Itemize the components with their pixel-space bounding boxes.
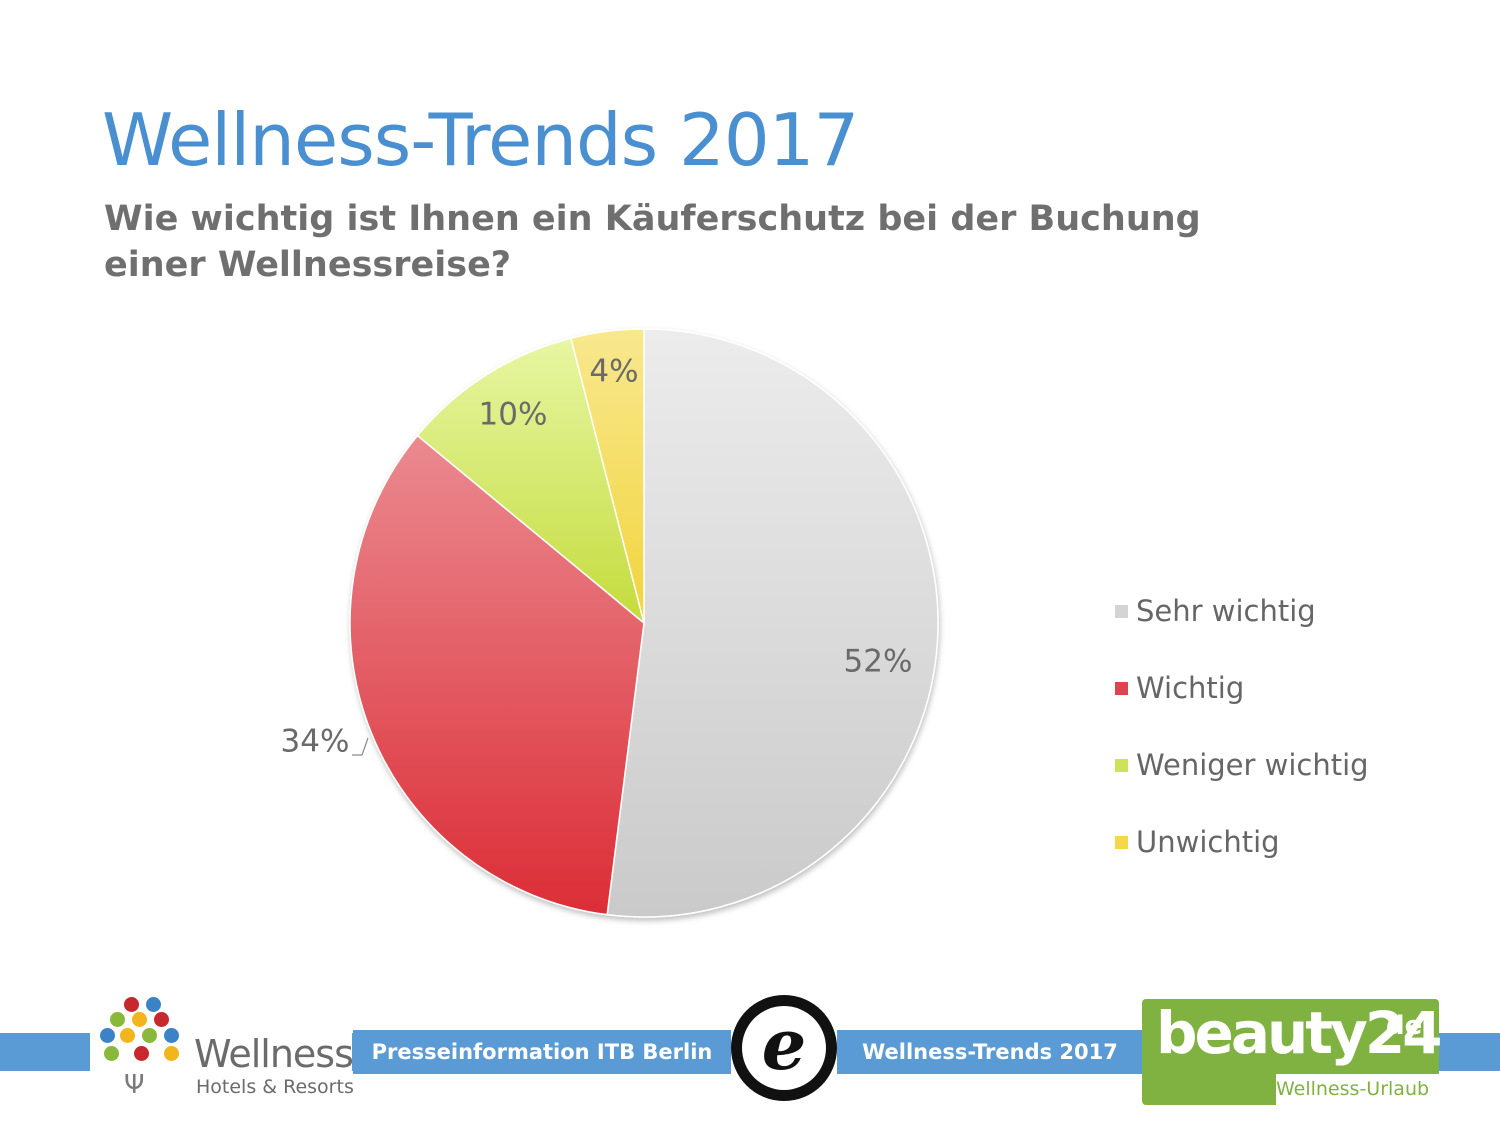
wellness-hotels-logo: Ψ Wellness Hotels & Resorts (90, 990, 354, 1105)
tree-dot (134, 1046, 149, 1061)
tree-dot (124, 997, 139, 1012)
tree-dot (104, 1046, 119, 1061)
legend-label: Wichtig (1136, 671, 1245, 705)
pie-data-label: 4% (589, 354, 638, 390)
tree-dot (110, 1012, 125, 1027)
footer-press-label: Presseinformation ITB Berlin (353, 1030, 731, 1074)
page-title: Wellness-Trends 2017 (102, 98, 859, 182)
pie-data-label: 10% (479, 397, 548, 433)
beauty24-logo-word: beauty24 (1156, 999, 1443, 1067)
trusted-shops-logo: e (731, 995, 837, 1101)
legend-label: Unwichtig (1136, 825, 1280, 859)
pie-chart: 52% 34% 10% 4% (281, 328, 939, 918)
pie-slice-unwichtig (569, 328, 645, 624)
legend-swatch (1115, 682, 1128, 695)
tree-dot (154, 1012, 169, 1027)
wellness-logo-sub: Hotels & Resorts (196, 1076, 354, 1098)
tree-dot (164, 1028, 179, 1043)
beauty24-logo-de: de (1386, 1011, 1423, 1041)
pie-data-label: 34% (281, 724, 350, 760)
tree-dot (100, 1028, 115, 1043)
pie-slice-wichtig (349, 434, 645, 916)
tree-dot (164, 1046, 179, 1061)
legend-label: Weniger wichtig (1136, 748, 1369, 782)
trusted-shops-e-icon: e (742, 1006, 826, 1090)
wellness-logo-word: Wellness (194, 1032, 354, 1076)
pie-slice-weniger-wichtig (416, 337, 646, 626)
tree-trunk-icon: Ψ (124, 1070, 145, 1100)
legend-swatch (1115, 759, 1128, 772)
page-subtitle: Wie wichtig ist Ihnen ein Käuferschutz b… (104, 199, 1201, 285)
legend-label: Sehr wichtig (1136, 594, 1316, 628)
footer-trends-label: Wellness-Trends 2017 (837, 1030, 1143, 1074)
pie-data-label: 52% (844, 644, 913, 680)
pie-label-leader-line (352, 737, 369, 756)
tree-dot (132, 1012, 147, 1027)
legend-swatch (1115, 836, 1128, 849)
legend-swatch (1115, 605, 1128, 618)
tree-dot (146, 997, 161, 1012)
pie-slice-sehr-wichtig (606, 328, 939, 918)
beauty24-logo-tag: Wellness-Urlaub (1276, 1074, 1439, 1105)
beauty24-logo: beauty24 de Wellness-Urlaub (1142, 999, 1443, 1105)
tree-dot (142, 1028, 157, 1043)
tree-dot (120, 1028, 135, 1043)
